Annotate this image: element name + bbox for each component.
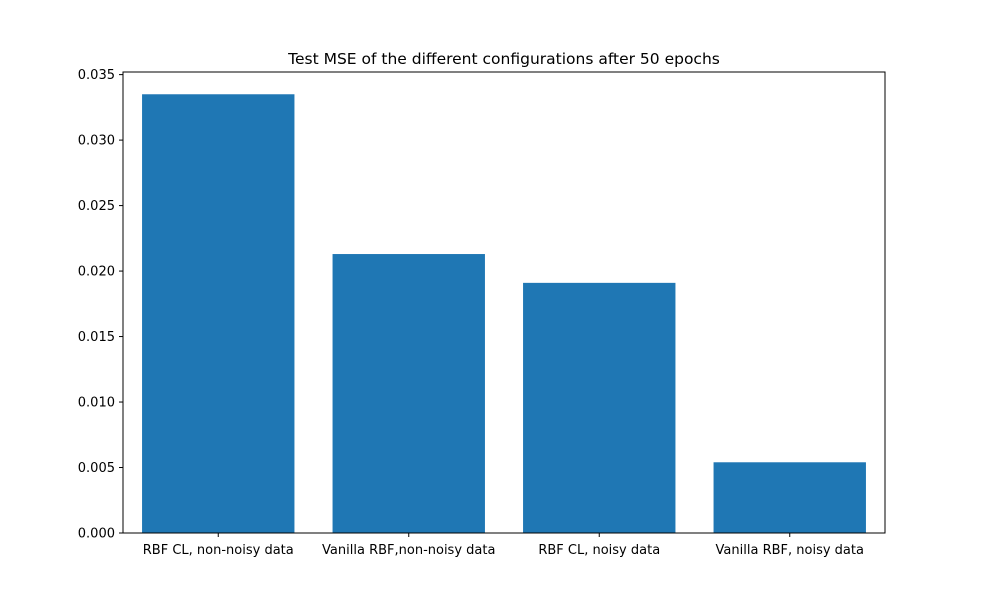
- y-tick-label: 0.020: [78, 265, 115, 280]
- chart-title: Test MSE of the different configurations…: [287, 50, 720, 68]
- plot-frame: [122, 71, 886, 534]
- bar-4: [713, 462, 866, 533]
- y-axis: 0.000 0.005 0.010 0.015 0.020 0.025 0.030 0.035: [78, 68, 123, 542]
- x-tick-label: RBF CL, noisy data: [538, 543, 660, 558]
- y-tick-label: 0.015: [78, 330, 115, 345]
- x-tick-label: Vanilla RBF, noisy data: [716, 543, 864, 558]
- bar-3: [523, 282, 676, 533]
- x-tick-label: RBF CL, non-noisy data: [143, 543, 294, 558]
- y-tick-label: 0.025: [78, 199, 115, 214]
- bar-1: [142, 94, 295, 533]
- y-tick-label: 0.030: [78, 134, 115, 149]
- y-tick-label: 0.000: [78, 527, 115, 542]
- x-tick-label: Vanilla RBF,non-noisy data: [322, 543, 495, 558]
- x-axis: RBF CL, non-noisy data Vanilla RBF,non-no…: [143, 533, 864, 558]
- bar-2: [332, 254, 485, 534]
- y-tick-label: 0.035: [78, 68, 115, 83]
- y-tick-label: 0.010: [78, 396, 115, 411]
- y-tick-label: 0.005: [78, 461, 115, 476]
- bars-group: [142, 94, 866, 534]
